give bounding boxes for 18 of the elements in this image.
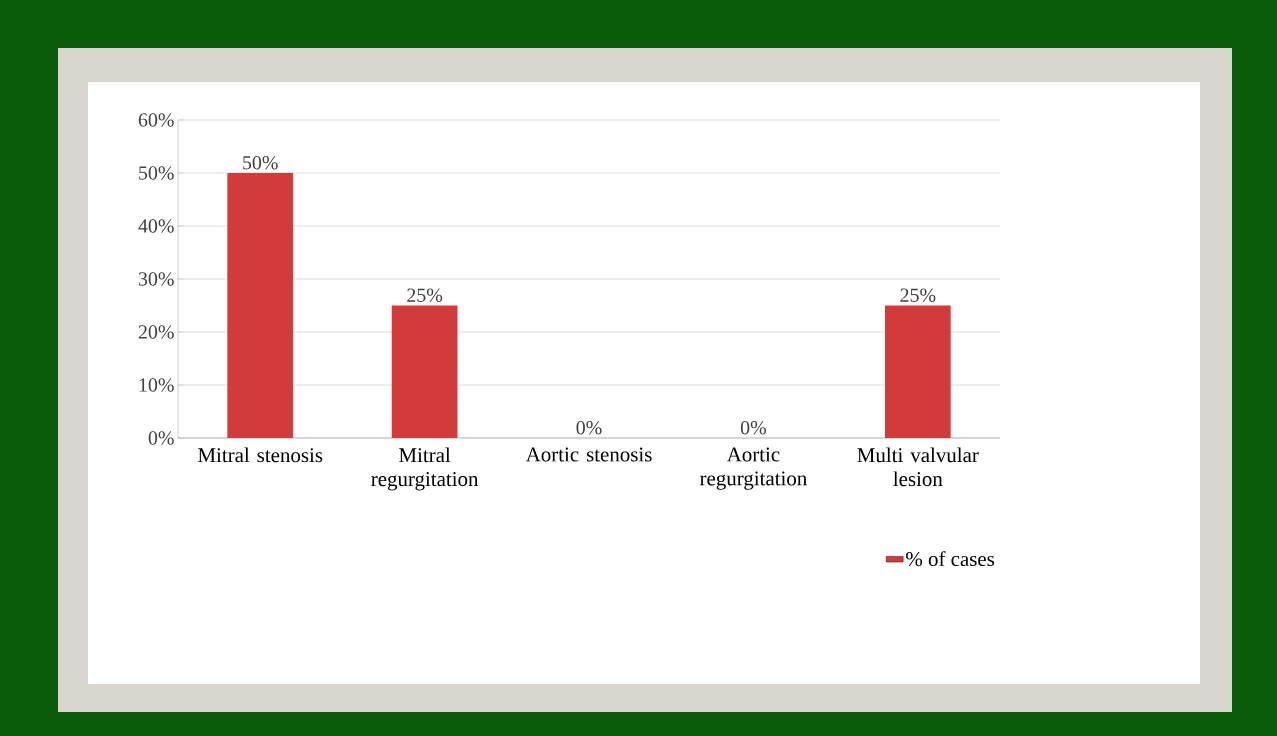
x-tick-label: Mitral regurgitation xyxy=(371,447,479,491)
x-tick-label: Mitral stenosis xyxy=(198,447,323,463)
data-label: 0% xyxy=(576,420,602,435)
data-label: 25% xyxy=(407,288,443,302)
x-tick-label: Aortic regurgitation xyxy=(699,447,807,490)
data-label: 50% xyxy=(243,155,278,170)
y-tick-label: 30% xyxy=(138,272,174,286)
y-tick-label: 20% xyxy=(138,325,174,339)
y-tick-label: 50% xyxy=(139,166,174,180)
data-label: 25% xyxy=(900,288,936,302)
data-label: 0% xyxy=(740,420,767,435)
x-tick-label: Multi valvular lesion xyxy=(857,447,979,487)
y-tick-label: 10% xyxy=(139,378,174,392)
y-tick-label: 60% xyxy=(138,113,174,127)
y-tick-label: 40% xyxy=(138,219,174,233)
y-tick-label: 0% xyxy=(148,431,174,445)
legend-label: % of cases xyxy=(906,551,995,567)
x-tick-label: Aortic stenosis xyxy=(525,447,652,462)
